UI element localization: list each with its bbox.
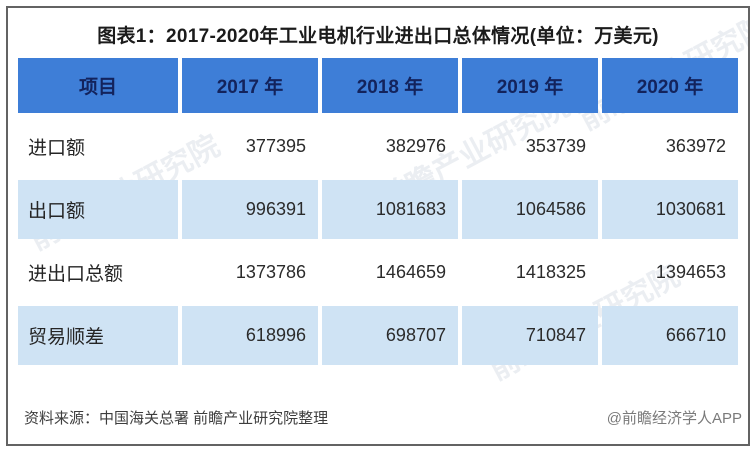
- column-header-2018: 2018 年: [322, 58, 458, 113]
- cell-value: 1418325: [515, 262, 586, 282]
- credit-note: @前瞻经济学人APP: [606, 410, 742, 427]
- cell-value: 1394653: [655, 262, 726, 282]
- figure-title: 图表1：2017-2020年工业电机行业进出口总体情况(单位：万美元): [97, 26, 659, 47]
- cell-value: 1064586: [462, 180, 598, 239]
- column-header-2017: 2017 年: [182, 58, 318, 113]
- figure-footer: 资料来源：中国海关总署 前瞻产业研究院整理 @前瞻经济学人APP: [24, 407, 742, 428]
- source-note: 资料来源：中国海关总署 前瞻产业研究院整理: [24, 410, 329, 427]
- column-header-2020: 2020 年: [602, 58, 738, 113]
- cell-value: 377395: [245, 136, 306, 156]
- column-header-2019: 2019 年: [462, 58, 598, 113]
- cell-value: 363972: [665, 136, 726, 156]
- table-header-row: 项目 2017 年 2018 年 2019 年 2020 年: [18, 58, 738, 113]
- cell-value: 353739: [525, 136, 586, 156]
- cell-value: 698707: [322, 306, 458, 365]
- column-header-item: 项目: [18, 58, 178, 113]
- cell-value: 1030681: [602, 180, 738, 239]
- cell-value: 1373786: [235, 262, 306, 282]
- data-table: 项目 2017 年 2018 年 2019 年 2020 年 进口额 37739…: [14, 54, 742, 369]
- table-row-total: 进出口总额 1373786 1464659 1418325 1394653: [18, 243, 738, 302]
- row-label: 进出口总额: [28, 264, 124, 285]
- row-label: 进口额: [28, 138, 86, 159]
- table-row-exports: 出口额 996391 1081683 1064586 1030681: [18, 180, 738, 239]
- cell-value: 1081683: [322, 180, 458, 239]
- cell-value: 666710: [602, 306, 738, 365]
- cell-value: 1464659: [375, 262, 446, 282]
- row-label: 贸易顺差: [18, 306, 178, 365]
- cell-value: 710847: [462, 306, 598, 365]
- figure-frame: 图表1：2017-2020年工业电机行业进出口总体情况(单位：万美元) 前瞻产业…: [6, 6, 750, 446]
- cell-value: 382976: [385, 136, 446, 156]
- table-row-imports: 进口额 377395 382976 353739 363972: [18, 117, 738, 176]
- cell-value: 618996: [182, 306, 318, 365]
- cell-value: 996391: [182, 180, 318, 239]
- row-label: 出口额: [18, 180, 178, 239]
- table-row-surplus: 贸易顺差 618996 698707 710847 666710: [18, 306, 738, 365]
